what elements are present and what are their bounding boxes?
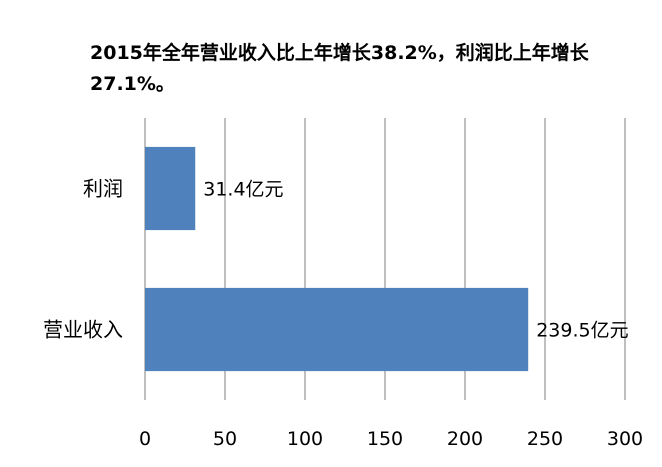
bar-0 bbox=[145, 287, 529, 372]
x-tick-label-3: 150 bbox=[367, 428, 403, 450]
x-tick-label-0: 0 bbox=[139, 428, 151, 450]
category-label-0: 营业收入 bbox=[43, 318, 123, 342]
x-tick-label-4: 200 bbox=[447, 428, 483, 450]
x-tick-label-6: 300 bbox=[607, 428, 643, 450]
x-tick-label-2: 100 bbox=[287, 428, 323, 450]
category-label-1: 利润 bbox=[83, 177, 123, 201]
x-tick-label-5: 250 bbox=[527, 428, 563, 450]
data-label-0: 239.5亿元 bbox=[536, 320, 628, 342]
data-label-1: 31.4亿元 bbox=[203, 179, 283, 201]
chart-title: 2015年全年营业收入比上年增长38.2%，利润比上年增长27.1%。 bbox=[90, 42, 589, 95]
bar-1 bbox=[145, 146, 196, 231]
x-tick-label-1: 50 bbox=[213, 428, 237, 450]
